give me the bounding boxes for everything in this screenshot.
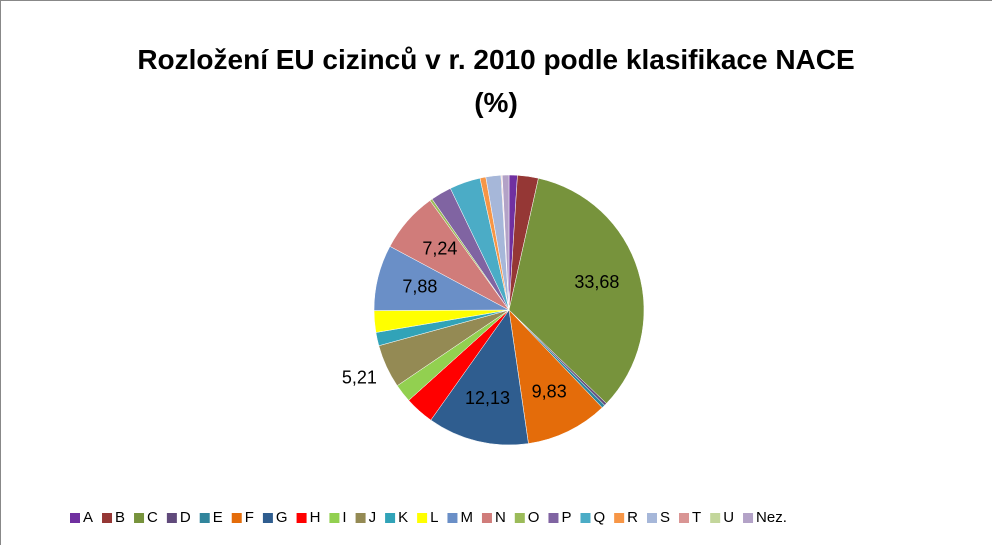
legend-label: O [528, 509, 540, 526]
legend-label: S [660, 509, 670, 526]
legend-label: U [723, 509, 734, 526]
legend-swatch [548, 513, 559, 523]
legend-swatch [166, 513, 177, 523]
legend-swatch [481, 513, 492, 523]
legend-label: G [276, 509, 288, 526]
legend-label: D [180, 509, 191, 526]
legend-label: K [398, 509, 408, 526]
legend-swatch [580, 513, 591, 523]
legend-label: P [561, 509, 571, 526]
pie-slice [508, 177, 645, 404]
data-label: 12,13 [465, 388, 510, 408]
pie-slice [501, 174, 510, 311]
legend-label: J [369, 509, 377, 526]
legend-label: N [495, 509, 506, 526]
data-label: 7,88 [402, 277, 437, 297]
legend-swatch [614, 513, 625, 523]
legend-swatch [102, 513, 113, 523]
pie-slice [430, 309, 529, 446]
legend-label: C [147, 509, 158, 526]
legend-label: M [460, 509, 473, 526]
data-label: 33,68 [574, 272, 619, 292]
legend-swatch [355, 513, 366, 523]
legend-label: T [692, 509, 701, 526]
legend-swatch [647, 513, 657, 523]
legend-label: H [310, 509, 321, 526]
legend-label: Q [593, 509, 605, 526]
legend-swatch [743, 513, 754, 523]
legend-label: Nez. [756, 509, 787, 526]
legend-swatch [199, 513, 210, 523]
legend-label: R [627, 509, 638, 526]
legend-swatch [262, 513, 273, 523]
legend-swatch [710, 513, 721, 523]
legend-swatch [329, 513, 340, 523]
legend-label: B [115, 509, 125, 526]
legend-swatch [447, 513, 458, 523]
data-label: 9,83 [532, 381, 567, 401]
data-label: 7,24 [422, 238, 457, 258]
legend-label: I [342, 509, 346, 526]
legend-swatch [296, 513, 307, 523]
legend-label: A [83, 509, 93, 526]
legend-label: L [430, 509, 438, 526]
legend-swatch [417, 513, 428, 523]
chart-title: Rozložení EU cizinců v r. 2010 podle kla… [137, 44, 855, 118]
legend-swatch [134, 513, 145, 523]
pie-slice [508, 309, 603, 444]
legend-swatch [514, 513, 525, 523]
legend-label: F [245, 509, 254, 526]
legend-swatch [679, 513, 690, 523]
legend-swatch [70, 513, 80, 523]
legend-label: E [213, 509, 223, 526]
legend-swatch [231, 513, 242, 523]
data-label: 5,21 [342, 368, 377, 388]
legend-swatch [385, 513, 396, 523]
